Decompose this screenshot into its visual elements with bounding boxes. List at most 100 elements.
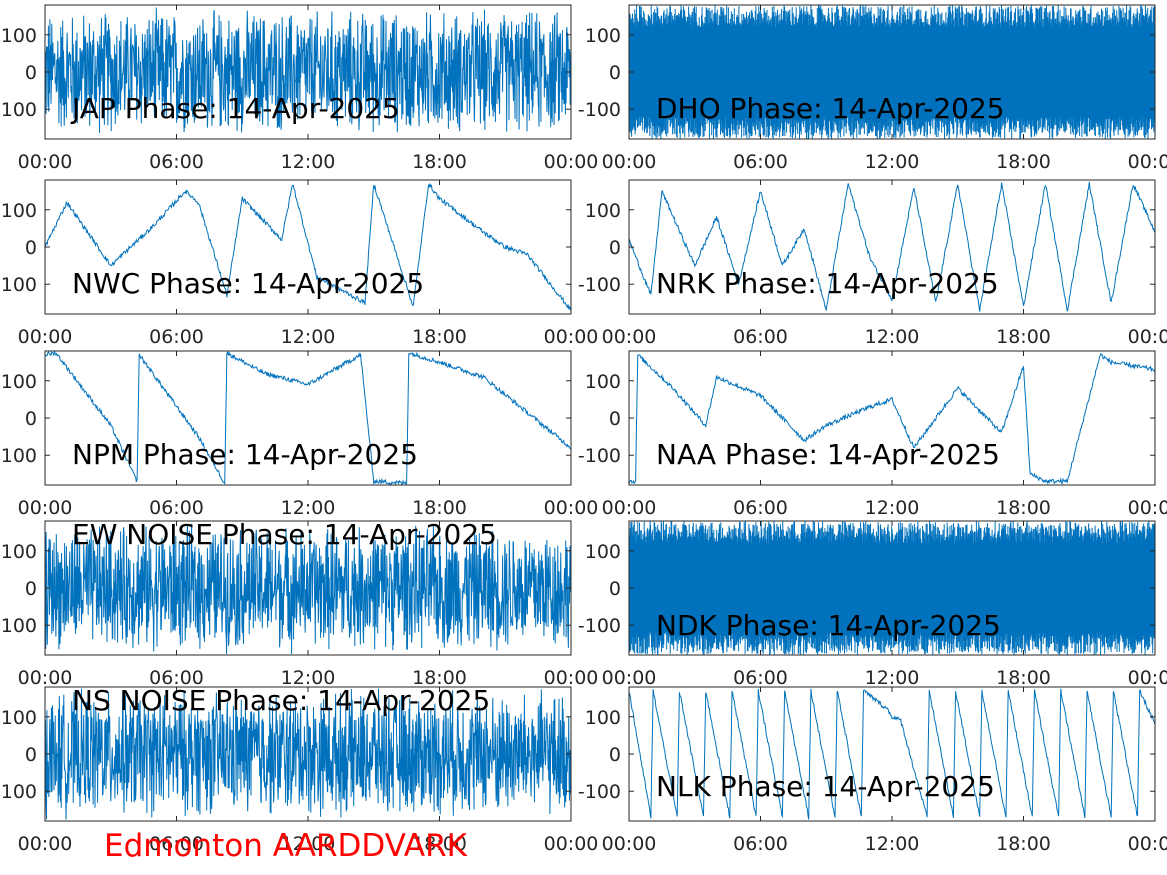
panel-9: 100 0 -100 00:00 06:00 12:00 18:00 00:00 NS NOIS… xyxy=(0,684,598,855)
y-tick-label: 100 xyxy=(585,371,621,393)
x-tick-label: 06:00 xyxy=(733,151,788,173)
x-tick-label: 00:00 xyxy=(544,151,599,173)
y-tick-label: -100 xyxy=(578,781,621,803)
x-tick-label: 18:00 xyxy=(412,326,467,348)
x-tick-label: 00:00 xyxy=(1128,667,1167,689)
panel-6: 100 0 -100 00:00 06:00 12:00 18:00 00:00 NAA Pha… xyxy=(578,350,1167,519)
panel-title: NLK Phase: 14-Apr-2025 xyxy=(656,770,995,803)
x-tick-label: 00:00 xyxy=(18,667,73,689)
panel-10: 100 0 -100 00:00 06:00 12:00 18:00 00:00 NLK Pha… xyxy=(578,686,1167,855)
x-tick-label: 18:00 xyxy=(412,151,467,173)
x-tick-label: 00:00 xyxy=(18,497,73,519)
series-line xyxy=(629,521,1155,655)
x-tick-label: 00:00 xyxy=(602,667,657,689)
x-tick-label: 00:00 xyxy=(18,151,73,173)
y-tick-label: 0 xyxy=(609,578,621,600)
x-tick-label: 12:00 xyxy=(281,151,336,173)
y-tick-label: 0 xyxy=(609,62,621,84)
panel-title: NPM Phase: 14-Apr-2025 xyxy=(72,438,418,471)
y-tick-label: -100 xyxy=(0,445,37,467)
y-tick-label: 0 xyxy=(25,237,37,259)
x-tick-label: 12:00 xyxy=(865,497,920,519)
y-tick-label: 100 xyxy=(1,707,37,729)
x-tick-label: 18:00 xyxy=(996,497,1051,519)
x-tick-label: 06:00 xyxy=(149,833,204,855)
series-line xyxy=(45,7,571,133)
x-tick-label: 18:00 xyxy=(996,326,1051,348)
x-tick-label: 12:00 xyxy=(281,833,336,855)
y-tick-label: 0 xyxy=(609,408,621,430)
x-tick-label: 00:00 xyxy=(544,667,599,689)
series-line xyxy=(629,688,1155,820)
x-tick-label: 00:00 xyxy=(602,151,657,173)
panel-title: NAA Phase: 14-Apr-2025 xyxy=(656,438,1000,471)
y-tick-label: 0 xyxy=(25,578,37,600)
panel-2: 100 0 -100 00:00 06:00 12:00 18:00 00:00 DHO Pha… xyxy=(578,4,1167,173)
x-tick-label: 06:00 xyxy=(149,497,204,519)
panel-1: 100 0 -100 00:00 06:00 12:00 18:00 00:00 JAP Pha… xyxy=(0,4,599,173)
series-line xyxy=(45,351,571,485)
x-tick-label: 00:00 xyxy=(18,833,73,855)
x-tick-label: 06:00 xyxy=(733,667,788,689)
y-tick-label: 100 xyxy=(585,25,621,47)
y-tick-label: 100 xyxy=(585,541,621,563)
y-tick-label: -100 xyxy=(0,274,37,296)
station-label: Edmonton AARDDVARK xyxy=(104,828,468,864)
y-tick-label: 0 xyxy=(25,408,37,430)
y-tick-label: -100 xyxy=(578,99,621,121)
panel-title: JAP Phase: 14-Apr-2025 xyxy=(70,92,400,125)
y-tick-label: -100 xyxy=(0,781,37,803)
x-tick-label: 12:00 xyxy=(281,326,336,348)
x-tick-label: 00:00 xyxy=(544,497,599,519)
x-tick-label: 00:00 xyxy=(602,326,657,348)
x-tick-label: 18:00 xyxy=(412,833,467,855)
series-line xyxy=(629,181,1155,312)
x-tick-label: 06:00 xyxy=(733,833,788,855)
x-tick-label: 06:00 xyxy=(149,151,204,173)
x-tick-label: 00:00 xyxy=(602,833,657,855)
y-tick-label: -100 xyxy=(0,99,37,121)
panel-8: 100 0 -100 00:00 06:00 12:00 18:00 00:00 NDK Pha… xyxy=(578,520,1167,689)
x-tick-label: 06:00 xyxy=(149,667,204,689)
y-tick-label: 100 xyxy=(1,371,37,393)
series-line xyxy=(45,523,571,655)
y-tick-label: 100 xyxy=(585,707,621,729)
series-line xyxy=(629,5,1155,139)
y-tick-label: 100 xyxy=(1,541,37,563)
x-tick-label: 00:00 xyxy=(1128,497,1167,519)
panel-title: DHO Phase: 14-Apr-2025 xyxy=(656,92,1005,125)
x-tick-label: 12:00 xyxy=(865,667,920,689)
y-tick-label: 100 xyxy=(1,200,37,222)
x-tick-label: 12:00 xyxy=(865,151,920,173)
y-tick-label: 100 xyxy=(585,200,621,222)
panel-title: NS NOISE Phase: 14-Apr-2025 xyxy=(72,684,490,717)
y-tick-label: -100 xyxy=(578,615,621,637)
y-tick-label: 0 xyxy=(25,744,37,766)
y-tick-label: -100 xyxy=(578,274,621,296)
x-tick-label: 12:00 xyxy=(281,497,336,519)
y-tick-label: 0 xyxy=(609,744,621,766)
y-tick-label: 0 xyxy=(609,237,621,259)
x-tick-label: 12:00 xyxy=(865,833,920,855)
x-tick-label: 18:00 xyxy=(996,151,1051,173)
series-line xyxy=(629,352,1155,485)
x-tick-label: 00:00 xyxy=(1128,833,1167,855)
panel-4: 100 0 -100 00:00 06:00 12:00 18:00 00:00 NRK Pha… xyxy=(578,179,1167,348)
x-tick-label: 00:00 xyxy=(544,833,599,855)
x-tick-label: 06:00 xyxy=(733,326,788,348)
panel-title: NDK Phase: 14-Apr-2025 xyxy=(656,609,1001,642)
series-line xyxy=(45,183,571,311)
x-tick-label: 00:00 xyxy=(1128,326,1167,348)
panel-7: 100 0 -100 00:00 06:00 12:00 18:00 00:00 EW NOIS… xyxy=(0,518,598,689)
panel-title: NWC Phase: 14-Apr-2025 xyxy=(72,267,424,300)
x-tick-label: 00:00 xyxy=(602,497,657,519)
x-tick-label: 12:00 xyxy=(281,667,336,689)
x-tick-label: 06:00 xyxy=(149,326,204,348)
panel-title: EW NOISE Phase: 14-Apr-2025 xyxy=(72,518,497,551)
panel-5: 100 0 -100 00:00 06:00 12:00 18:00 00:00 NPM Pha… xyxy=(0,350,599,519)
x-tick-label: 12:00 xyxy=(865,326,920,348)
y-tick-label: 100 xyxy=(1,25,37,47)
x-tick-label: 00:00 xyxy=(18,326,73,348)
y-tick-label: -100 xyxy=(578,445,621,467)
